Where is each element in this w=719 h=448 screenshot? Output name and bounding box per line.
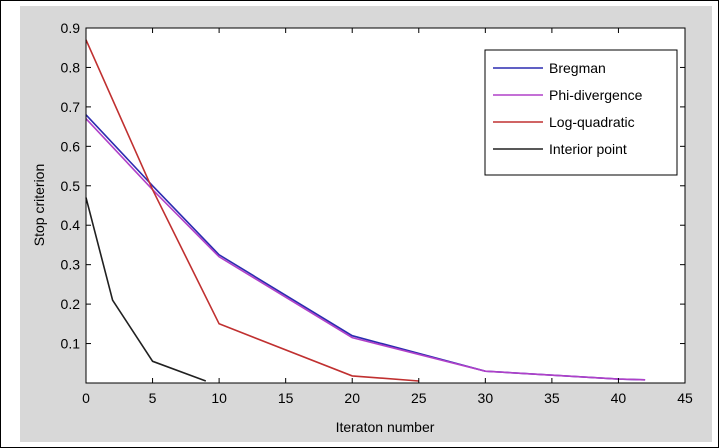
x-tick-label-8: 40 bbox=[611, 390, 627, 406]
y-tick-label-8: 0.9 bbox=[61, 20, 81, 36]
x-tick-label-2: 10 bbox=[211, 390, 227, 406]
legend-label-2: Log-quadratic bbox=[549, 114, 635, 130]
y-tick-label-4: 0.5 bbox=[61, 178, 81, 194]
y-tick-label-1: 0.2 bbox=[61, 296, 81, 312]
y-tick-label-2: 0.3 bbox=[61, 257, 81, 273]
x-axis-label: Iteraton number bbox=[336, 419, 435, 435]
series-line-2 bbox=[85, 39, 419, 382]
y-tick-label-7: 0.8 bbox=[61, 59, 81, 75]
series-line-3 bbox=[85, 197, 207, 382]
y-tick-label-3: 0.4 bbox=[61, 217, 81, 233]
y-axis-label: Stop criterion bbox=[31, 164, 47, 246]
x-tick-label-9: 45 bbox=[677, 390, 693, 406]
legend: Bregman Phi-divergence Log-quadratic Interi… bbox=[484, 49, 678, 176]
ticks-layer: 0 5 10 15 20 25 30 35 40 45 0.1 0.2 0.3 0.4 0.5 0.6 0.7 0… bbox=[61, 20, 693, 406]
x-tick-label-1: 5 bbox=[149, 390, 157, 406]
legend-label-1: Phi-divergence bbox=[549, 87, 643, 103]
x-tick-label-6: 30 bbox=[478, 390, 494, 406]
legend-box bbox=[484, 49, 678, 176]
axes-box bbox=[85, 27, 686, 384]
legend-label-0: Bregman bbox=[549, 60, 606, 76]
x-tick-label-4: 20 bbox=[344, 390, 360, 406]
x-tick-label-3: 15 bbox=[278, 390, 294, 406]
x-tick-label-7: 35 bbox=[544, 390, 560, 406]
x-tick-label-0: 0 bbox=[82, 390, 90, 406]
legend-label-3: Interior point bbox=[549, 141, 627, 157]
y-tick-label-5: 0.6 bbox=[61, 138, 81, 154]
y-tick-label-6: 0.7 bbox=[61, 99, 81, 115]
x-tick-label-5: 25 bbox=[411, 390, 427, 406]
y-tick-label-0: 0.1 bbox=[61, 336, 81, 352]
